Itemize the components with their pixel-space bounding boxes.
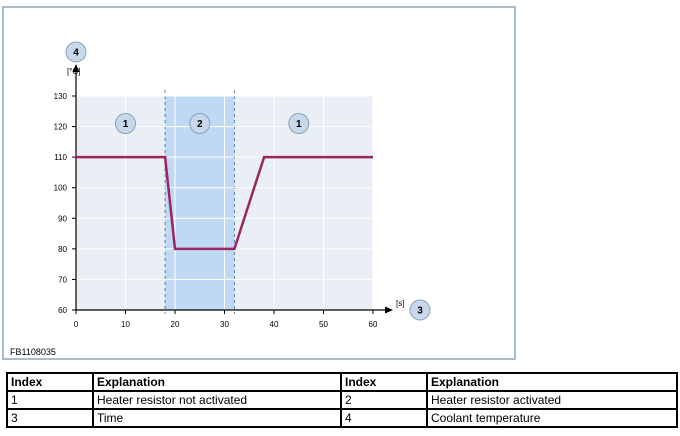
table-cell-explanation: Heater resistor not activated — [92, 390, 342, 410]
header-explanation: Explanation — [426, 372, 678, 392]
marker-label: 1 — [123, 119, 129, 130]
x-axis-index-marker: 3 — [409, 299, 431, 321]
region-marker: 1 — [288, 113, 310, 135]
table-cell-index: 3 — [6, 408, 94, 428]
x-tick-label: 50 — [319, 320, 328, 329]
y-tick-label: 120 — [54, 123, 68, 132]
y-tick-label: 110 — [54, 153, 67, 162]
marker-circle — [65, 41, 87, 63]
marker-label: 1 — [296, 119, 302, 130]
table-cell-index: 4 — [340, 408, 428, 428]
region-marker: 1 — [115, 113, 136, 135]
table-cell-index: 2 — [340, 390, 428, 410]
y-axis-label: [°C] — [67, 67, 80, 76]
x-axis-arrow — [385, 306, 393, 314]
header-explanation: Explanation — [92, 372, 342, 392]
marker-label: 4 — [73, 48, 79, 59]
y-axis-index-marker: 4 — [65, 41, 87, 63]
coolant-temperature-line — [76, 155, 373, 251]
y-tick-label: 70 — [58, 275, 67, 284]
x-tick-label: 10 — [121, 320, 130, 329]
table-header-row: Index Explanation Index Explanation — [6, 372, 678, 392]
x-tick-label: 30 — [220, 320, 229, 329]
y-tick-label: 100 — [54, 184, 68, 193]
marker-circle — [288, 113, 310, 135]
marker-circle — [189, 113, 211, 135]
table-cell-explanation: Time — [92, 408, 342, 428]
x-tick-label: 60 — [369, 320, 378, 329]
marker-circle — [115, 113, 136, 135]
header-index: Index — [6, 372, 94, 392]
y-tick-label: 130 — [54, 92, 68, 101]
x-tick-label: 20 — [171, 320, 180, 329]
table-cell-index: 1 — [6, 390, 94, 410]
x-axis-label: [s] — [396, 299, 404, 308]
table-cell-explanation: Coolant temperature — [426, 408, 678, 428]
y-tick-label: 80 — [58, 245, 67, 254]
table-cell-explanation: Heater resistor activated — [426, 390, 678, 410]
figure-code: FB1108035 — [10, 347, 56, 357]
marker-label: 2 — [197, 119, 203, 130]
marker-circle — [409, 299, 431, 321]
y-tick-label: 90 — [58, 214, 67, 223]
region-marker: 2 — [189, 113, 211, 135]
marker-label: 3 — [417, 306, 423, 317]
header-index: Index — [340, 372, 428, 392]
y-tick-label: 60 — [58, 306, 67, 315]
table-row: 1 Heater resistor not activated 2 Heater… — [6, 390, 678, 410]
x-tick-label: 0 — [74, 320, 79, 329]
y-axis-arrow — [72, 64, 80, 72]
table-row: 3 Time 4 Coolant temperature — [6, 408, 678, 428]
legend-table: Index Explanation Index Explanation 1 He… — [6, 372, 678, 428]
x-tick-label: 40 — [270, 320, 279, 329]
